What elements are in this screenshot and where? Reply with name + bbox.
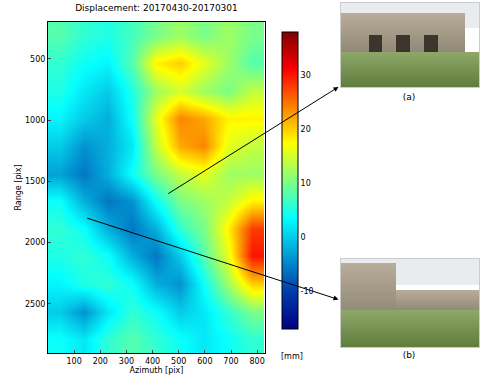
- svg-text:Displacement: 20170430-2017030: Displacement: 20170430-20170301: [75, 3, 238, 13]
- svg-text:2500: 2500: [25, 300, 45, 309]
- svg-text:100: 100: [66, 357, 81, 366]
- svg-text:800: 800: [250, 357, 265, 366]
- svg-text:[mm]: [mm]: [281, 352, 303, 361]
- svg-text:1000: 1000: [25, 116, 45, 125]
- svg-text:0: 0: [301, 233, 306, 242]
- svg-text:10: 10: [301, 179, 311, 188]
- svg-text:1500: 1500: [25, 177, 45, 186]
- svg-text:30: 30: [301, 71, 311, 80]
- svg-text:-10: -10: [301, 287, 314, 296]
- svg-text:200: 200: [93, 357, 108, 366]
- svg-text:Azimuth [pix]: Azimuth [pix]: [130, 366, 184, 375]
- html-text:(a): (a): [402, 92, 416, 102]
- html-text:(b): (b): [402, 350, 416, 360]
- svg-text:500: 500: [171, 357, 186, 366]
- svg-text:300: 300: [119, 357, 134, 366]
- svg-text:2000: 2000: [25, 238, 45, 247]
- svg-text:Range [pix]: Range [pix]: [14, 164, 23, 210]
- svg-text:700: 700: [223, 357, 238, 366]
- svg-text:20: 20: [301, 125, 311, 134]
- svg-text:500: 500: [30, 55, 45, 64]
- svg-text:400: 400: [145, 357, 160, 366]
- svg-text:600: 600: [197, 357, 212, 366]
